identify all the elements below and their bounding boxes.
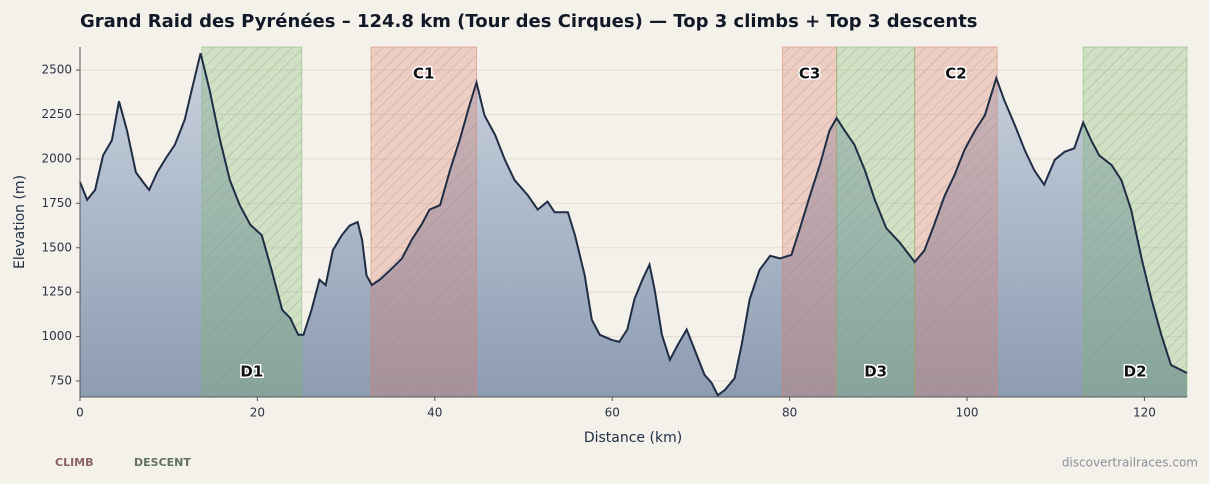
segment-label: D3 — [864, 363, 887, 381]
y-tick-label: 2500 — [41, 63, 72, 77]
source: discovertrailraces.com — [1062, 456, 1198, 470]
y-tick-label: 2250 — [41, 107, 72, 121]
x-tick-label: 60 — [605, 406, 620, 420]
segment-hatch — [1083, 47, 1187, 397]
y-tick-label: 750 — [49, 374, 72, 388]
x-tick-label: 100 — [956, 406, 979, 420]
legend-climb: CLIMB — [55, 456, 94, 469]
y-tick-label: 1000 — [41, 329, 72, 343]
y-tick-label: 2000 — [41, 151, 72, 165]
segment-label: C2 — [945, 65, 966, 83]
segment-hatch — [914, 47, 998, 397]
segment-label: D1 — [240, 363, 263, 381]
y-tick-label: 1750 — [41, 196, 72, 210]
profile-line — [79, 52, 1188, 397]
segment-label: C3 — [799, 65, 820, 83]
x-tick-label: 0 — [76, 406, 84, 420]
segment-hatch — [782, 47, 837, 397]
segment-hatch — [201, 47, 302, 397]
x-tick-label: 20 — [250, 406, 265, 420]
y-tick-label: 1250 — [41, 285, 72, 299]
x-axis-title: Distance (km) — [584, 430, 682, 446]
x-tick-label: 120 — [1133, 406, 1156, 420]
y-axis-title: Elevation (m) — [12, 175, 28, 269]
chart-title: Grand Raid des Pyrénées – 124.8 km (Tour… — [80, 11, 978, 32]
x-tick-label: 40 — [427, 406, 442, 420]
y-tick-label: 1500 — [41, 240, 72, 254]
x-tick-label: 80 — [782, 406, 797, 420]
legend-descent: DESCENT — [134, 456, 191, 469]
segment-label: D2 — [1124, 363, 1147, 381]
segment-hatch — [836, 47, 915, 397]
segment-label: C1 — [413, 65, 434, 83]
